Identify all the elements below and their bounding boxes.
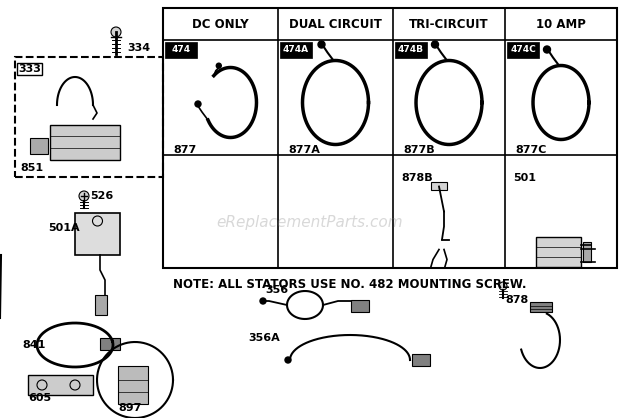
Text: 356: 356 (265, 285, 288, 295)
Text: 851: 851 (20, 163, 43, 173)
Circle shape (544, 46, 551, 53)
Circle shape (260, 298, 266, 304)
Bar (30, 138, 48, 154)
Bar (507, 42, 539, 58)
Text: 474A: 474A (283, 46, 309, 54)
Bar (163, 8, 617, 268)
Text: 877C: 877C (515, 145, 546, 155)
Text: DUAL CIRCUIT: DUAL CIRCUIT (289, 18, 382, 31)
Bar (165, 42, 197, 58)
Text: 605: 605 (28, 393, 51, 403)
Bar (28, 375, 93, 395)
Bar (536, 237, 581, 267)
Bar (530, 302, 552, 312)
Text: 841: 841 (22, 340, 45, 350)
Text: DC ONLY: DC ONLY (192, 18, 249, 31)
Bar (280, 42, 312, 58)
Circle shape (216, 63, 221, 68)
Bar (75, 213, 120, 255)
Text: 333: 333 (18, 64, 41, 74)
Bar (100, 338, 120, 350)
Circle shape (111, 27, 121, 37)
Text: 474: 474 (172, 46, 190, 54)
Bar (431, 181, 447, 189)
Text: 334: 334 (127, 43, 150, 53)
Circle shape (432, 41, 438, 48)
Text: NOTE: ALL STATORS USE NO. 482 MOUNTING SCREW.: NOTE: ALL STATORS USE NO. 482 MOUNTING S… (173, 278, 526, 291)
Circle shape (285, 357, 291, 363)
Text: 474C: 474C (510, 46, 536, 54)
Bar (15, 57, 163, 177)
Text: 356A: 356A (248, 333, 280, 343)
Circle shape (79, 191, 89, 201)
Text: 877B: 877B (403, 145, 435, 155)
Circle shape (318, 41, 325, 48)
Bar (351, 300, 369, 312)
Text: TRI-CIRCUIT: TRI-CIRCUIT (409, 18, 489, 31)
Circle shape (195, 101, 201, 107)
Text: 877A: 877A (288, 145, 320, 155)
Bar (118, 366, 148, 404)
Text: 877: 877 (173, 145, 197, 155)
Text: 878: 878 (505, 295, 528, 305)
Text: 526: 526 (90, 191, 113, 201)
Text: 501A: 501A (48, 223, 79, 233)
Circle shape (499, 282, 507, 290)
Text: 474B: 474B (398, 46, 424, 54)
Bar (412, 354, 430, 366)
Text: 878B: 878B (401, 173, 433, 183)
Bar (95, 295, 107, 315)
Text: 897: 897 (118, 403, 141, 413)
Bar (583, 242, 591, 262)
Text: 501: 501 (513, 173, 536, 183)
Text: 10 AMP: 10 AMP (536, 18, 586, 31)
Text: eReplacementParts.com: eReplacementParts.com (216, 214, 404, 229)
Bar (50, 125, 120, 160)
Bar (395, 42, 427, 58)
